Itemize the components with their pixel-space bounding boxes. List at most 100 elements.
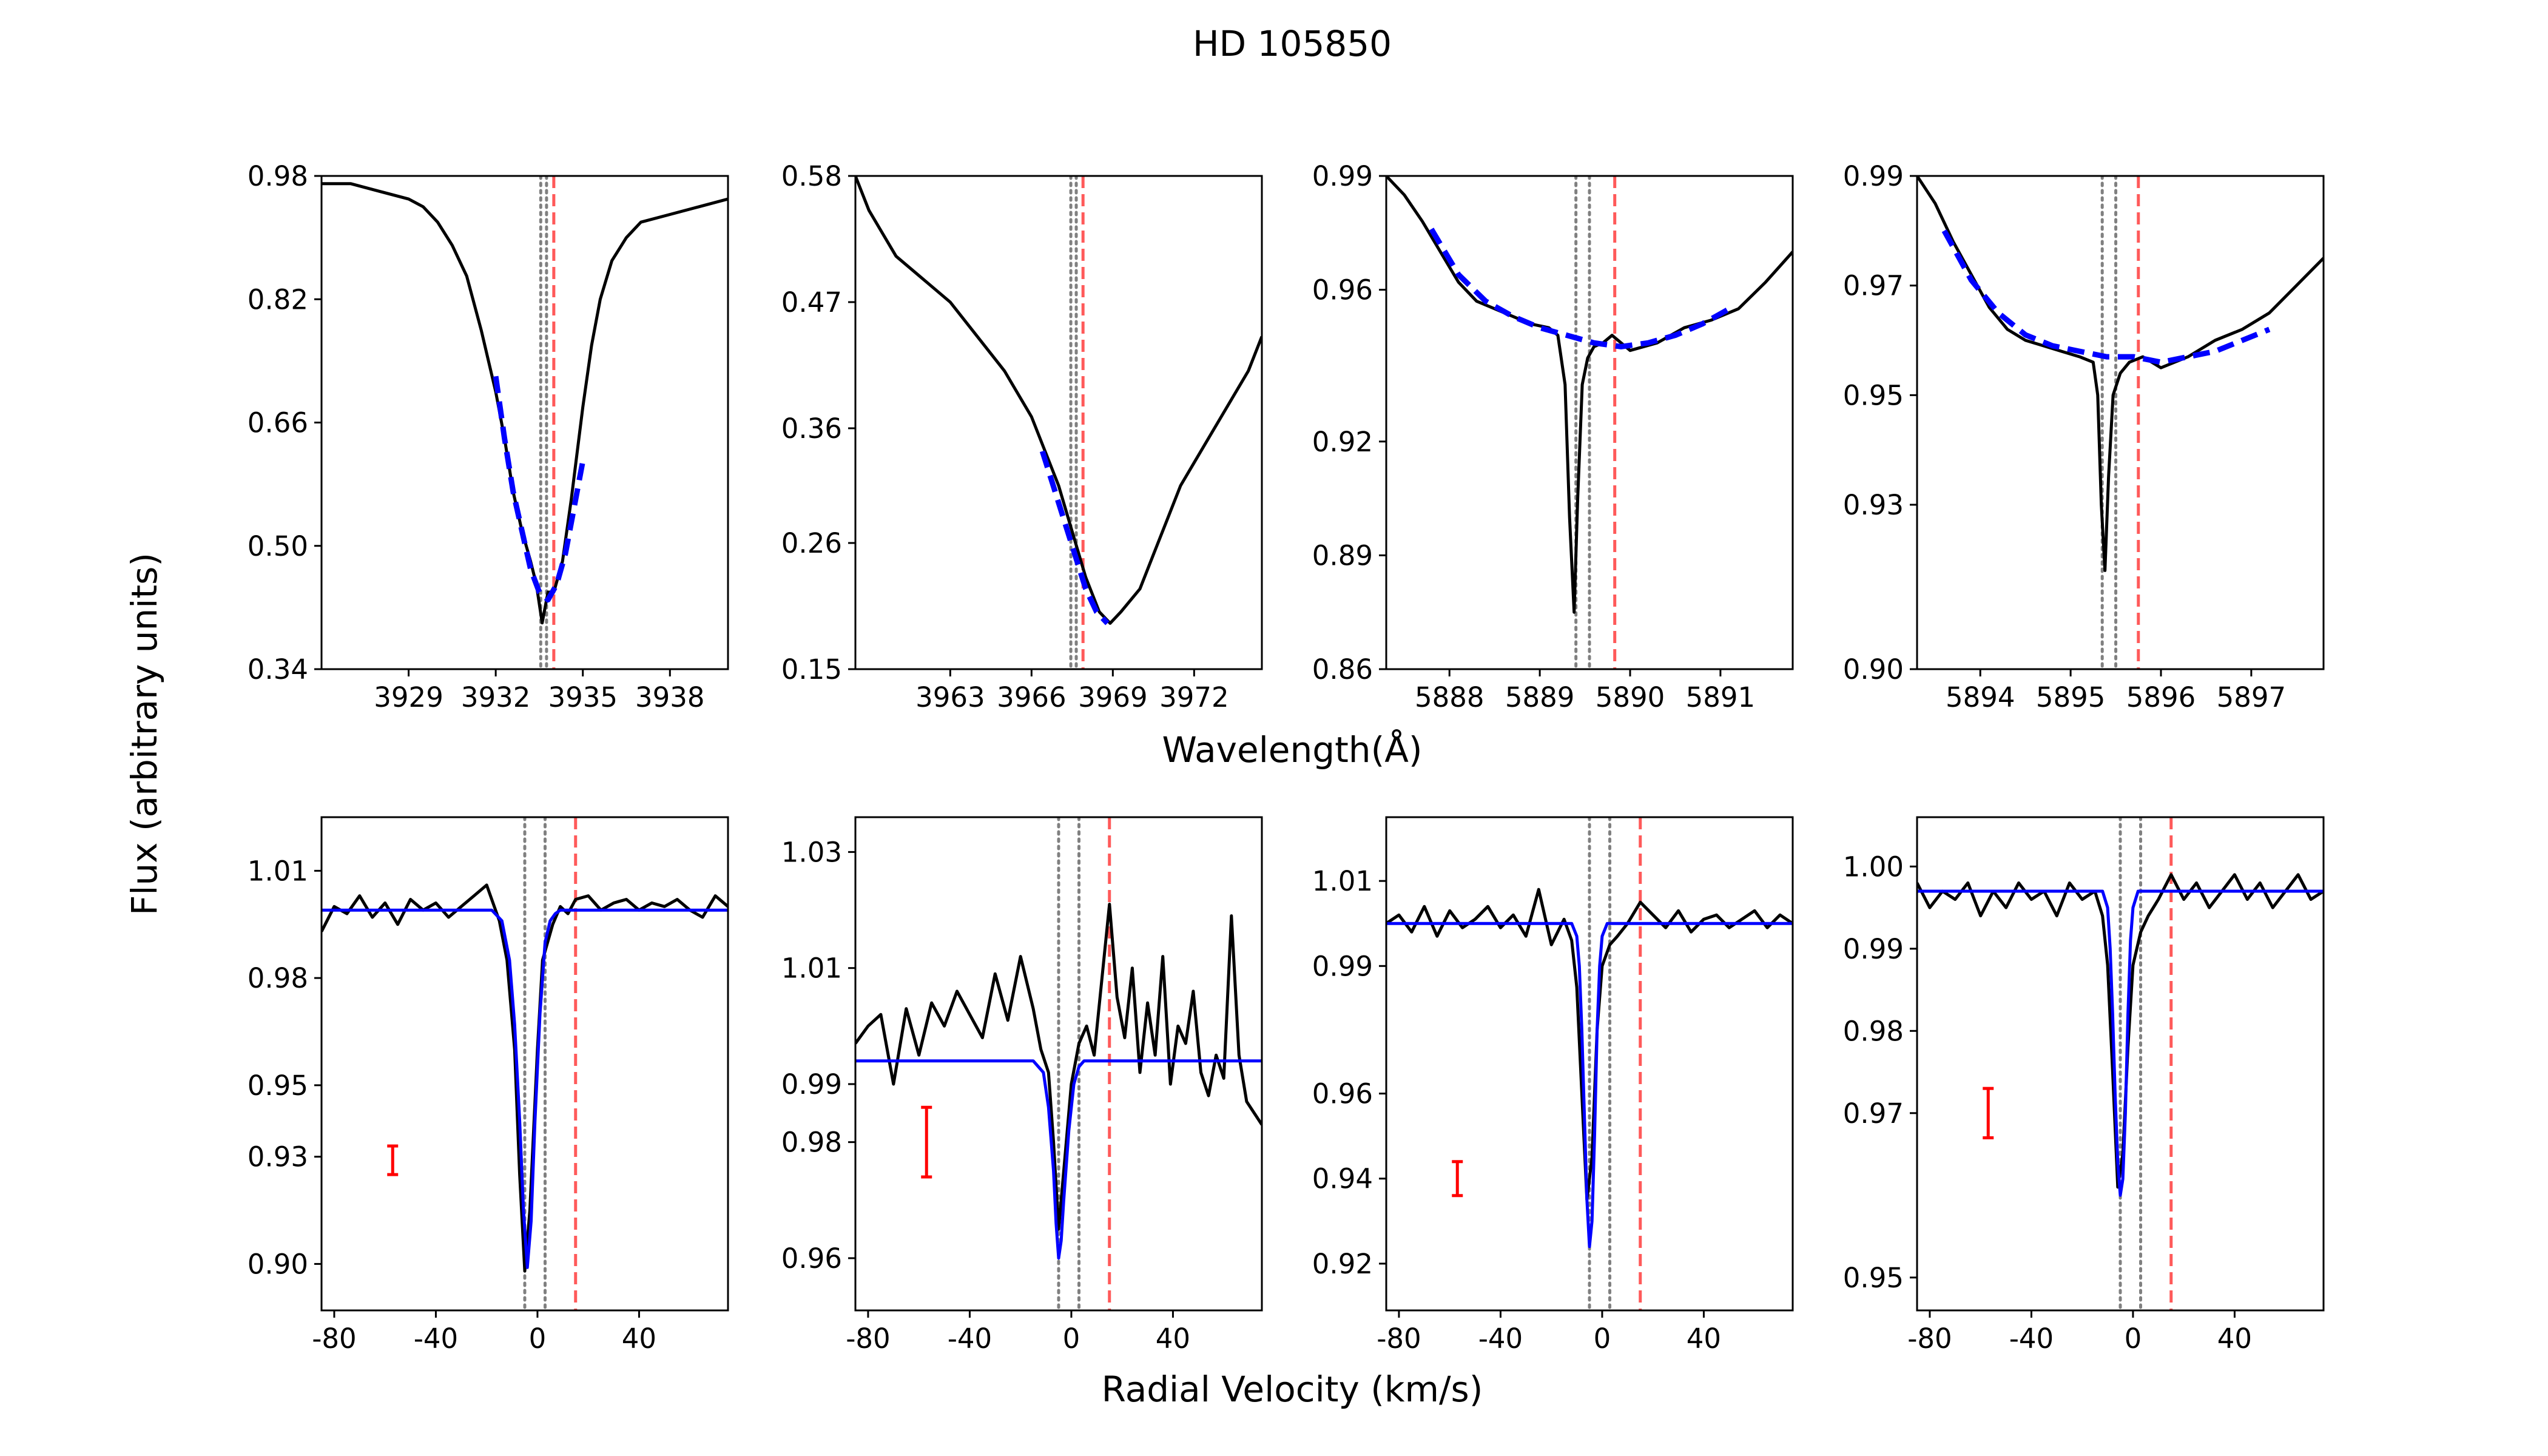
y-tick-label: 0.36 [781, 413, 842, 445]
y-tick-label: 0.99 [1843, 160, 1904, 192]
panel-bottom-4: -80 -40 0 40 0.95 0.97 0.98 0.99 1.00 [1843, 816, 2325, 1355]
y-axis-label-flux: Flux (arbitrary units) [124, 553, 165, 915]
x-tick-label: 0 [1063, 1323, 1080, 1355]
y-tick-label: 0.93 [1843, 489, 1904, 521]
x-tick-label: 5888 [1415, 681, 1485, 713]
plot-frame [854, 816, 1263, 1312]
plot-frame [854, 175, 1263, 670]
y-tick-label: 0.47 [781, 286, 842, 318]
y-tick-label: 0.58 [781, 160, 842, 192]
y-tick-label: 0.99 [1843, 933, 1904, 965]
y-tick-label: 0.15 [781, 653, 842, 686]
plot-area [1917, 817, 2324, 1310]
x-tick-label: 3966 [997, 681, 1067, 713]
plot-frame [1385, 816, 1794, 1312]
spectrum-line [1917, 873, 2324, 1189]
y-tick-label: 0.98 [248, 962, 308, 994]
spectrum-line [322, 182, 728, 625]
plot-area [1386, 176, 1793, 669]
error-bar [1452, 1160, 1463, 1198]
x-tick-label: 5896 [2126, 681, 2196, 713]
y-tick-label: 0.66 [248, 407, 308, 439]
y-tick-label: 0.99 [1312, 950, 1373, 982]
x-axis-label-wavelength: Wavelength(Å) [1162, 729, 1423, 770]
fit-curve [493, 376, 586, 603]
y-tick-label: 1.00 [1843, 851, 1904, 883]
y-tick-label: 0.34 [248, 653, 308, 686]
x-tick-label: -80 [1377, 1323, 1421, 1355]
plot-frame [1916, 175, 2325, 670]
x-tick-label: -40 [414, 1323, 459, 1355]
y-tick-label: 0.96 [781, 1242, 842, 1275]
x-tick-label: -40 [2009, 1323, 2054, 1355]
y-tick-label: 0.95 [1843, 1262, 1904, 1294]
fit-curve [1941, 229, 2271, 365]
plot-area [855, 176, 1262, 669]
plot-area [1386, 817, 1793, 1310]
x-tick-label: 5894 [1946, 681, 2015, 713]
plot-area [1917, 176, 2324, 669]
error-bar [1983, 1087, 1994, 1139]
fit-curve [1039, 450, 1110, 625]
fit-curve [1386, 922, 1793, 1249]
y-tick-label: 0.86 [1312, 653, 1373, 686]
x-tick-label: 5889 [1505, 681, 1575, 713]
x-tick-label: 0 [1594, 1323, 1611, 1355]
figure-title: HD 105850 [1193, 23, 1392, 64]
y-tick-label: 0.98 [781, 1127, 842, 1159]
panels: 3929 3932 3935 3938 0.34 0.50 0.66 0.82 0.98 3963… [248, 160, 2325, 1355]
x-tick-label: -40 [1478, 1323, 1523, 1355]
panel-bottom-3: -80 -40 0 40 0.92 0.94 0.96 0.99 1.01 [1312, 816, 1794, 1355]
x-tick-label: -80 [312, 1323, 357, 1355]
y-tick-label: 0.90 [248, 1248, 308, 1280]
x-tick-label: 3963 [915, 681, 985, 713]
fit-curve [855, 1059, 1262, 1260]
y-tick-label: 0.99 [1312, 160, 1373, 192]
x-tick-label: 3972 [1159, 681, 1229, 713]
x-tick-label: 3969 [1078, 681, 1148, 713]
spectrum-line [1917, 176, 2324, 572]
plot-frame [1916, 816, 2325, 1312]
y-tick-label: 0.98 [248, 160, 308, 192]
y-tick-label: 1.01 [781, 952, 842, 985]
fit-curve [1429, 228, 1731, 349]
y-tick-label: 0.26 [781, 527, 842, 559]
plot-area [322, 176, 728, 669]
y-tick-label: 0.97 [1843, 1097, 1904, 1130]
panel-top-2: 3963 3966 3969 3972 0.15 0.26 0.36 0.47 0.58 [781, 160, 1263, 713]
y-tick-label: 1.01 [248, 855, 308, 887]
x-tick-label: 3935 [548, 681, 618, 713]
error-bar [921, 1105, 932, 1179]
y-tick-label: 0.99 [781, 1068, 842, 1100]
fit-curve [1917, 889, 2324, 1197]
x-tick-label: 0 [529, 1323, 547, 1355]
y-tick-label: 0.82 [248, 283, 308, 315]
y-tick-label: 0.96 [1312, 1078, 1373, 1110]
y-tick-label: 0.94 [1312, 1163, 1373, 1195]
x-tick-label: 5891 [1686, 681, 1756, 713]
panel-bottom-2: -80 -40 0 40 0.96 0.98 0.99 1.01 1.03 [781, 816, 1263, 1355]
spectrum-line [855, 903, 1262, 1231]
x-tick-label: -80 [1907, 1323, 1952, 1355]
plot-area [855, 817, 1262, 1310]
x-tick-label: -80 [846, 1323, 891, 1355]
y-tick-label: 1.03 [781, 836, 842, 868]
x-tick-label: 5890 [1596, 681, 1665, 713]
y-tick-label: 0.90 [1843, 653, 1904, 686]
fit-curve [322, 908, 728, 1269]
y-tick-label: 0.93 [248, 1141, 308, 1173]
x-tick-label: -40 [948, 1323, 993, 1355]
spectrum-line [855, 176, 1262, 625]
panel-top-3: 5888 5889 5890 5891 0.86 0.89 0.92 0.96 0.99 [1312, 160, 1794, 713]
plot-frame [1385, 175, 1794, 670]
panel-bottom-1: -80 -40 0 40 0.90 0.93 0.95 0.98 1.01 [248, 816, 729, 1355]
spectrum-line [322, 883, 728, 1273]
x-axis-label-radial-velocity: Radial Velocity (km/s) [1102, 1369, 1483, 1410]
y-tick-label: 0.96 [1312, 274, 1373, 306]
spectrum-line [1386, 888, 1793, 1202]
y-tick-label: 0.50 [248, 530, 308, 562]
y-tick-label: 1.01 [1312, 865, 1373, 897]
y-tick-label: 0.97 [1843, 270, 1904, 302]
panel-top-1: 3929 3932 3935 3938 0.34 0.50 0.66 0.82 0.98 [248, 160, 729, 713]
